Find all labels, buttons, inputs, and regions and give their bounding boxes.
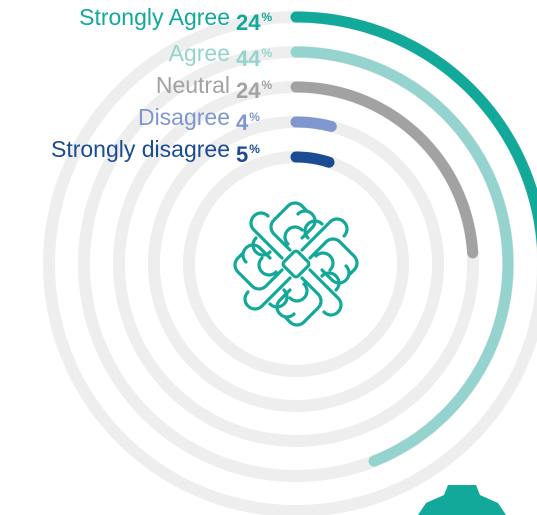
- legend-label: Strongly disagree: [51, 136, 230, 162]
- legend-item-strongly-disagree: Strongly disagree 5%: [0, 136, 300, 167]
- legend-value: 44%: [236, 46, 273, 71]
- legend-value: 24%: [236, 78, 273, 103]
- legend-value: 24%: [236, 10, 273, 35]
- bar-neutral: [290, 81, 479, 259]
- legend-item-agree: Agree 44%: [0, 40, 300, 71]
- track-ring: [148, 116, 444, 412]
- bar-strongly-agree: [290, 11, 537, 249]
- bar-agree: [290, 46, 514, 467]
- gear-decoration: [418, 485, 506, 515]
- track-ring: [183, 151, 409, 377]
- legend-value: 5%: [236, 142, 260, 167]
- legend-item-neutral: Neutral 24%: [0, 72, 300, 103]
- value-arcs: [290, 11, 537, 467]
- legend-label: Neutral: [155, 72, 230, 98]
- legend-item-strongly-agree: Strongly Agree 24%: [0, 4, 300, 35]
- legend-value: 4%: [236, 110, 260, 135]
- legend-label: Agree: [168, 40, 230, 66]
- linked-hands-icon: [233, 201, 359, 327]
- legend-item-disagree: Disagree 4%: [0, 104, 300, 135]
- bar-disagree: [290, 116, 337, 132]
- bar-strongly-disagree: [290, 151, 335, 168]
- legend-label: Strongly Agree: [79, 4, 230, 30]
- legend-label: Disagree: [137, 104, 230, 130]
